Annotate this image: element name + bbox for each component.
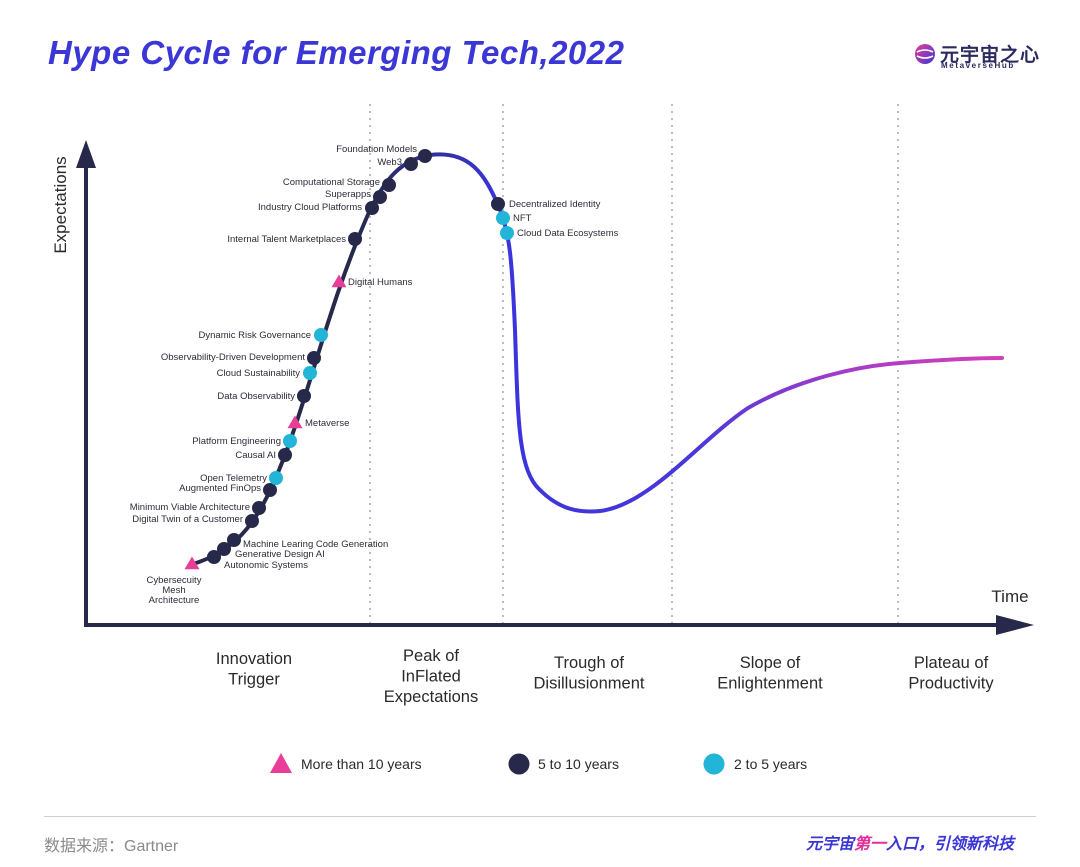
dynamic-risk-governance-label: Dynamic Risk Governance (199, 330, 311, 341)
logo-subtext: MetaverseHub (941, 61, 1015, 70)
open-telemetry-label: Open Telemetry (200, 473, 267, 484)
legend-label-two-to-5: 2 to 5 years (734, 756, 807, 772)
y-axis-arrow-icon (76, 140, 96, 168)
cloud-data-ecosystems-marker (500, 226, 514, 240)
machine-learing-code-generation-label: Machine Learing Code Generation (243, 539, 388, 550)
y-axis-title: Expectations (51, 156, 70, 253)
digital-twin-of-a-customer-marker (245, 514, 259, 528)
open-telemetry-marker (269, 471, 283, 485)
metaverse-label: Metaverse (305, 418, 349, 429)
cloud-sustainability-label: Cloud Sustainability (217, 368, 301, 379)
cybersecuity-mesh-architecture-marker (184, 556, 200, 570)
digital-humans-label: Digital Humans (348, 277, 413, 288)
footer-divider (44, 816, 1036, 817)
computational-storage-marker (382, 178, 396, 192)
phase-labels: Innovation Trigger Peak of InFlated Expectat… (216, 647, 994, 706)
platform-engineering-marker (283, 434, 297, 448)
phase-label-innovation: Innovation Trigger (216, 650, 292, 689)
logo-text: 元宇宙之心 (940, 45, 1041, 66)
industry-cloud-platforms-label: Industry Cloud Platforms (258, 202, 362, 213)
legend-marker-five-to-10 (508, 753, 530, 775)
brand-logo: 元宇宙之心 MetaverseHub (914, 40, 1044, 74)
legend-marker-more-than-10 (270, 753, 292, 773)
dynamic-risk-governance-marker (314, 328, 328, 342)
decentralized-identity-label: Decentralized Identity (509, 199, 601, 210)
nft-marker (496, 211, 510, 225)
data-observability-label: Data Observability (217, 391, 295, 402)
machine-learing-code-generation-marker (227, 533, 241, 547)
slogan: 元宇宙第一入口，引领新科技 (806, 830, 1014, 854)
superapps-label: Superapps (325, 189, 371, 200)
cloud-data-ecosystems-label: Cloud Data Ecosystems (517, 228, 619, 239)
phase-label-slope: Slope of Enlightenment (717, 654, 823, 693)
legend-label-five-to-10: 5 to 10 years (538, 756, 619, 772)
slogan-accent: 第一 (854, 836, 887, 853)
phase-label-peak: Peak of InFlated Expectations (384, 647, 478, 706)
platform-engineering-label: Platform Engineering (192, 436, 281, 447)
legend: More than 10 years 5 to 10 years 2 to 5 ye… (270, 753, 807, 775)
observability-driven-development-marker (307, 351, 321, 365)
logo-mark-icon (915, 44, 935, 64)
decentralized-identity-marker (491, 197, 505, 211)
autonomic-systems-label: Autonomic Systems (224, 560, 308, 571)
slogan-part2: 入口，引领新科技 (886, 836, 1015, 853)
internal-talent-marketplaces-marker (348, 232, 362, 246)
source-note: 数据来源：Gartner (44, 838, 179, 855)
legend-marker-two-to-5 (703, 753, 725, 775)
autonomic-systems-marker (207, 550, 221, 564)
minimum-viable-architecture-marker (252, 501, 266, 515)
generative-design-ai-marker (217, 542, 231, 556)
digital-humans-marker (331, 274, 347, 288)
legend-label-more-than-10: More than 10 years (301, 756, 422, 772)
web3-marker (404, 157, 418, 171)
augmented-finops-label: Augmented FinOps (179, 483, 261, 494)
generative-design-ai-label: Generative Design AI (235, 549, 325, 560)
digital-twin-of-a-customer-label: Digital Twin of a Customer (132, 514, 243, 525)
computational-storage-label: Computational Storage (283, 177, 380, 188)
slogan-part1: 元宇宙 (806, 836, 855, 853)
hype-curve (188, 152, 1004, 567)
internal-talent-marketplaces-label: Internal Talent Marketplaces (227, 234, 346, 245)
phase-label-trough: Trough of Disillusionment (534, 654, 645, 693)
augmented-finops-marker (263, 483, 277, 497)
technology-markers (184, 149, 514, 570)
phase-label-plateau: Plateau of Productivity (908, 654, 994, 693)
metaverse-marker (287, 415, 303, 429)
web3-label: Web3 (377, 157, 402, 168)
minimum-viable-architecture-label: Minimum Viable Architecture (130, 502, 250, 513)
cybersecuity-mesh-architecture-label: Cybersecuity Mesh Architecture (147, 575, 202, 606)
nft-label: NFT (513, 213, 532, 224)
cloud-sustainability-marker (303, 366, 317, 380)
observability-driven-development-label: Observability-Driven Development (161, 352, 305, 363)
foundation-models-label: Foundation Models (336, 144, 417, 155)
page-title: Hype Cycle for Emerging Tech,2022 (48, 34, 625, 71)
superapps-marker (373, 190, 387, 204)
data-observability-marker (297, 389, 311, 403)
x-axis-arrow-icon (996, 615, 1034, 635)
causal-ai-label: Causal AI (235, 450, 276, 461)
industry-cloud-platforms-marker (365, 201, 379, 215)
foundation-models-marker (418, 149, 432, 163)
causal-ai-marker (278, 448, 292, 462)
technology-labels: Cybersecuity Mesh Architecture Autonomic Sy… (130, 144, 619, 606)
x-axis-title: Time (991, 587, 1028, 606)
